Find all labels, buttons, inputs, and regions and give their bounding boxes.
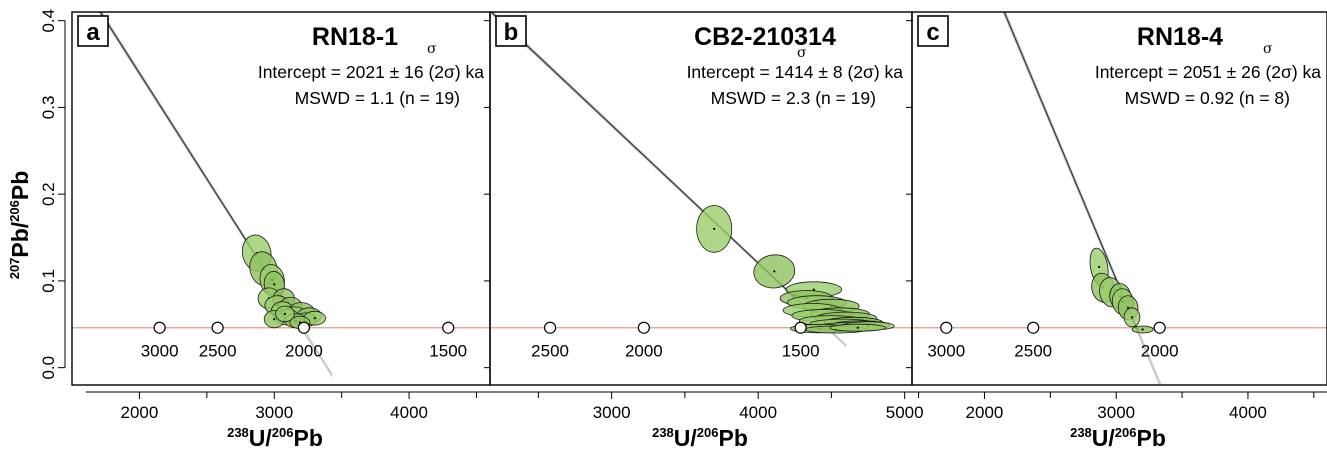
panel-letter-a: a	[86, 19, 100, 46]
regression-line-b	[490, 12, 810, 312]
x-tick-label: 4000	[390, 403, 428, 422]
data-point	[1130, 316, 1134, 319]
sigma-symbol-a: σ	[427, 41, 437, 57]
x-axis-title-c-base2: Pb	[1137, 425, 1166, 451]
panel-letter-c: c	[926, 19, 939, 46]
x-axis-title-a-sup1: 238	[227, 425, 249, 440]
x-tick-label: 3000	[1097, 403, 1135, 422]
age-marker	[637, 321, 650, 334]
age-marker	[1027, 321, 1040, 334]
panel-c: RN18-4 σ Intercept = 2051 ± 26 (2σ) ka M…	[1095, 23, 1321, 108]
x-tick-label: 3000	[593, 403, 631, 422]
x-tick-label: 3000	[255, 403, 293, 422]
sigma-symbol-c: σ	[1263, 41, 1273, 57]
data-point	[313, 317, 316, 320]
y-axis-title-base1: Pb/	[7, 221, 33, 257]
age-marker-label: 3000	[927, 342, 965, 361]
regression-line-c	[1003, 12, 1140, 334]
data-point	[273, 283, 276, 286]
panel-title-a: RN18-1	[312, 23, 398, 51]
age-marker-label: 1500	[429, 342, 467, 361]
data-point	[1098, 265, 1101, 269]
panel-letter-box-b	[495, 15, 527, 47]
plot-area-a: 3000 2500 2000 1500 2000 3000 4000 a	[71, 11, 491, 422]
x-axis-title-b: 238U/206Pb	[652, 425, 748, 451]
y-axis-title: 207Pb/206Pb	[7, 171, 33, 280]
age-marker	[211, 321, 224, 334]
x-tick-label: 5000	[886, 403, 924, 422]
x-axis-title-a-sup2: 206	[272, 425, 294, 440]
y-tick-label: 0.2	[39, 182, 58, 206]
x-axis-title-a-base2: Pb	[294, 425, 323, 451]
age-marker	[153, 321, 166, 334]
panel-b: CB2-210314 σ Intercept = 1414 ± 8 (2σ) k…	[687, 23, 904, 108]
mswd-text-b: MSWD = 2.3 (n = 19)	[711, 88, 876, 108]
data-point	[283, 312, 287, 315]
intercept-text-c: Intercept = 2051 ± 26 (2σ) ka	[1095, 62, 1321, 82]
plot-area-b: 2500 2000 1500 3000 4000 5000 b	[489, 11, 924, 422]
plot-content-b	[490, 12, 912, 348]
panel-letter-box-a	[77, 15, 109, 47]
y-tick-label: 0.0	[39, 356, 58, 380]
x-tick-label: 2000	[121, 403, 159, 422]
x-axis-title-c-base1: U/	[1092, 425, 1116, 451]
x-tick-label: 2000	[966, 403, 1004, 422]
mswd-text-c: MSWD = 0.92 (n = 8)	[1125, 88, 1290, 108]
x-axis-title-a-base1: U/	[249, 425, 273, 451]
age-marker-label: 2000	[285, 342, 323, 361]
age-marker-label: 3000	[141, 342, 179, 361]
y-tick-label: 0.1	[39, 269, 58, 293]
age-marker-label: 2500	[1014, 342, 1052, 361]
panel-title-b: CB2-210314	[694, 23, 836, 51]
age-marker-label: 2500	[199, 342, 237, 361]
data-point	[773, 270, 776, 273]
data-point	[856, 326, 859, 329]
panel-title-c: RN18-4	[1137, 23, 1223, 51]
x-axis-title-c-sup2: 206	[1115, 425, 1137, 440]
age-marker	[1153, 321, 1166, 334]
y-tick-label: 0.3	[39, 96, 58, 120]
x-tick-label: 4000	[1229, 403, 1267, 422]
y-axis-title-sup2: 206	[7, 200, 22, 222]
x-axis-title-c: 238U/206Pb	[1070, 425, 1166, 451]
plot-frame-c	[911, 11, 1327, 386]
x-tick-label: 4000	[739, 403, 777, 422]
y-axis-title-sup1: 207	[7, 258, 22, 280]
age-marker-label: 1500	[782, 342, 820, 361]
plot-content-a	[72, 12, 490, 378]
data-point	[273, 318, 276, 321]
mswd-text-a: MSWD = 1.1 (n = 19)	[295, 88, 460, 108]
intercept-text-a: Intercept = 2021 ± 16 (2σ) ka	[258, 62, 484, 82]
age-marker-label: 2000	[1141, 342, 1179, 361]
intercept-text-b: Intercept = 1414 ± 8 (2σ) ka	[687, 62, 904, 82]
panel-letter-b: b	[504, 19, 519, 46]
y-tick-label: 0.4	[39, 9, 58, 33]
x-axis-title-b-base2: Pb	[719, 425, 748, 451]
x-axis-title-c-sup1: 238	[1070, 425, 1092, 440]
x-axis-title-a: 238U/206Pb	[227, 425, 323, 451]
sigma-symbol-b: σ	[797, 45, 807, 61]
y-axis-title-base2: Pb	[7, 171, 33, 200]
age-marker-label: 2500	[531, 342, 569, 361]
x-axis-title-b-sup2: 206	[697, 425, 719, 440]
age-marker-label: 2000	[625, 342, 663, 361]
data-point	[713, 227, 716, 230]
age-marker	[543, 321, 557, 334]
panel-letter-box-c	[917, 15, 949, 47]
age-marker	[940, 321, 953, 334]
age-marker	[297, 321, 311, 334]
panel-a: RN18-1 σ Intercept = 2021 ± 16 (2σ) ka M…	[258, 23, 484, 108]
age-marker	[442, 321, 455, 334]
age-marker	[794, 321, 807, 334]
x-axis-title-b-sup1: 238	[652, 425, 674, 440]
data-point	[812, 288, 815, 291]
plot-area-c: 3000 2500 2000 2000 3000 4000 c	[911, 11, 1327, 422]
x-axis-title-b-base1: U/	[674, 425, 698, 451]
data-point	[1141, 328, 1144, 331]
plot-content-c	[912, 12, 1327, 385]
